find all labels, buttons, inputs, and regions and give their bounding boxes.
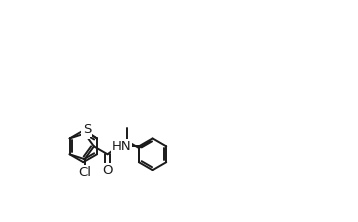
Text: F: F [82, 125, 89, 138]
Text: O: O [102, 164, 113, 177]
Text: S: S [83, 123, 91, 136]
Text: Cl: Cl [78, 166, 91, 179]
Text: HN: HN [111, 140, 131, 153]
